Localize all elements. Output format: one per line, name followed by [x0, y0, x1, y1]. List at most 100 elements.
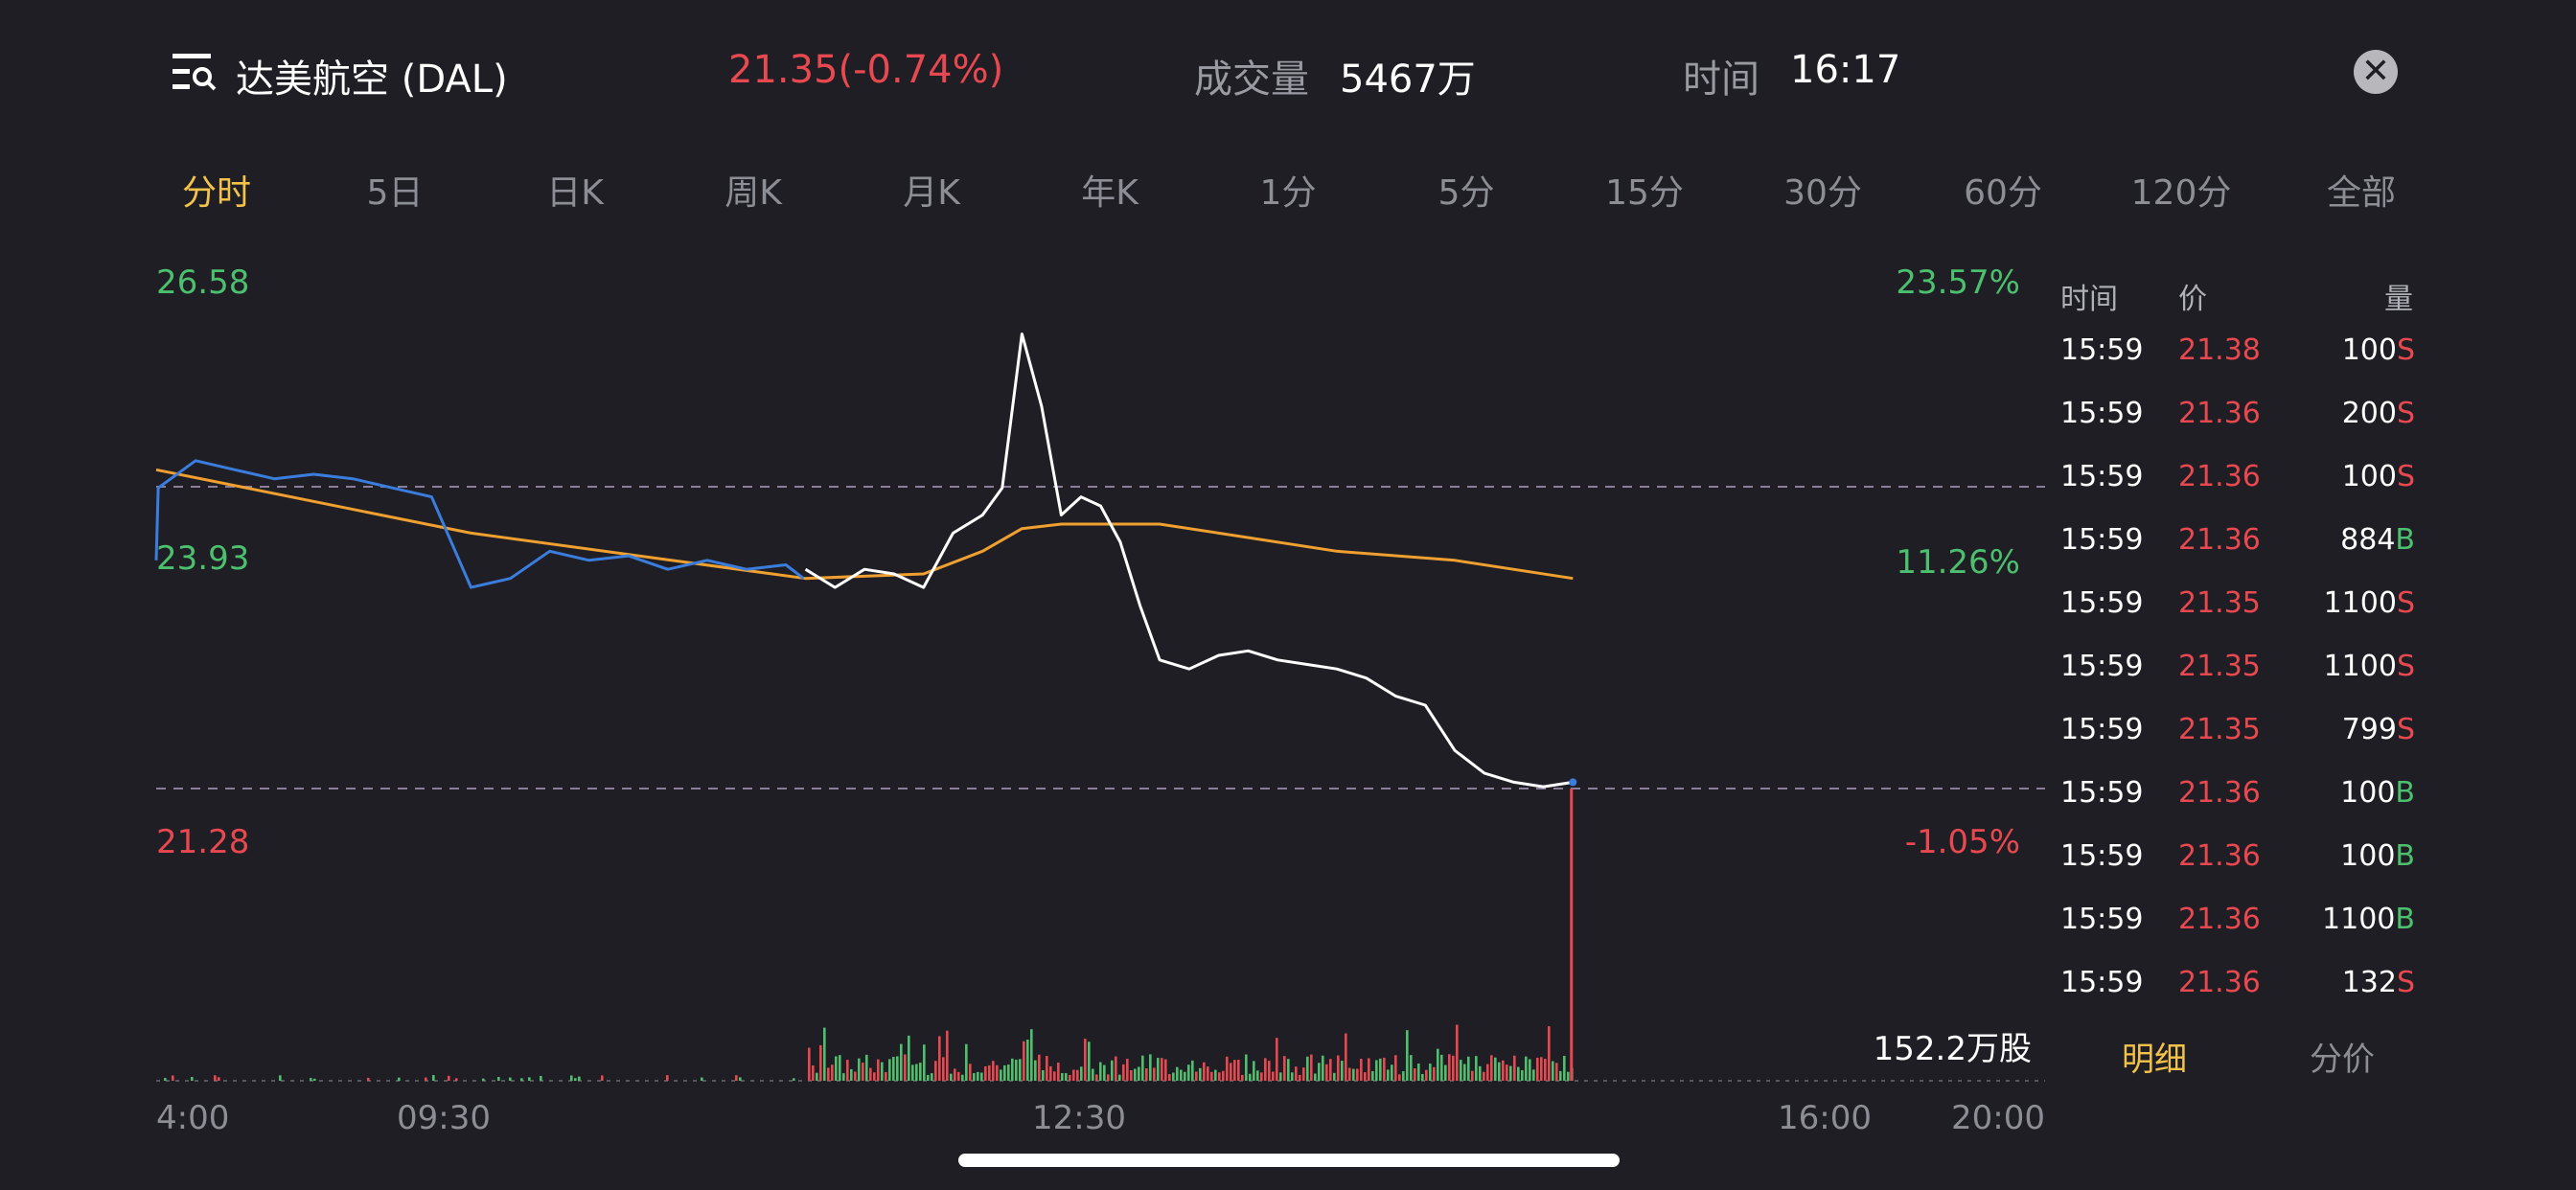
tab-4[interactable]: 月K [903, 173, 960, 213]
tab-7[interactable]: 5分 [1438, 173, 1495, 213]
volume-bar [1456, 1024, 1459, 1081]
row-time: 15:59 [2060, 460, 2144, 493]
row-time: 15:59 [2060, 650, 2144, 683]
volume-bar [1256, 1070, 1259, 1081]
y-label-high: 26.58 [156, 263, 249, 302]
volume-bar [961, 1074, 964, 1081]
y-pct-low: -1.05% [1905, 823, 2020, 861]
volume-bar [1322, 1055, 1324, 1081]
tab-6[interactable]: 1分 [1259, 173, 1317, 213]
volume-bar [980, 1072, 983, 1081]
volume-bar [1268, 1061, 1271, 1081]
volume-bar [455, 1078, 458, 1081]
volume-bar [1295, 1066, 1298, 1081]
volume-bar [904, 1054, 907, 1081]
tab-2[interactable]: 日K [546, 173, 604, 213]
volume-bar [1134, 1068, 1137, 1081]
tab-3[interactable]: 周K [724, 173, 782, 213]
volume-bar [1149, 1054, 1152, 1081]
volume-bar [854, 1071, 857, 1081]
volume-bar [973, 1073, 976, 1081]
tab-12[interactable]: 全部 [2326, 173, 2397, 213]
volume-bar [1019, 1059, 1022, 1081]
volume-bar [1448, 1054, 1451, 1081]
row-volume-value: 132 [2341, 966, 2397, 999]
volume-bar [1494, 1057, 1497, 1081]
volume-bar [1092, 1068, 1094, 1081]
row-time: 15:59 [2060, 713, 2144, 746]
volume-bar [808, 1047, 811, 1081]
volume-bar [1003, 1064, 1006, 1081]
volume-bar [1306, 1056, 1309, 1081]
volume-bar [1011, 1058, 1014, 1081]
volume-bar [862, 1063, 864, 1081]
tab-detail[interactable]: 明细 [2122, 1041, 2187, 1079]
tab-9[interactable]: 30分 [1783, 173, 1862, 213]
volume-bar [1241, 1074, 1244, 1081]
volume-bar [1184, 1071, 1186, 1081]
volume-bar [1406, 1030, 1409, 1081]
volume-bar [850, 1068, 853, 1081]
row-side: S [2396, 713, 2415, 746]
row-time: 15:59 [2060, 523, 2144, 557]
volume-bar [1387, 1069, 1390, 1081]
volume-bar [1099, 1062, 1102, 1081]
row-side: B [2395, 776, 2415, 810]
volume-bar [1272, 1071, 1275, 1081]
time-label: 时间 [1683, 57, 1760, 102]
row-volume-value: 100 [2341, 460, 2397, 493]
volume-bar [497, 1077, 500, 1081]
volume-bar [528, 1077, 531, 1081]
volume-bar [1318, 1063, 1321, 1081]
row-time: 15:59 [2060, 903, 2144, 936]
volume-bar [869, 1067, 872, 1081]
volume-bar [1333, 1072, 1336, 1081]
volume-bar [1425, 1069, 1428, 1081]
volume-bar [1145, 1068, 1148, 1081]
volume-bar [1153, 1067, 1156, 1081]
volume-bar [191, 1077, 194, 1081]
tab-8[interactable]: 15分 [1605, 173, 1684, 213]
volume-bar [1440, 1054, 1443, 1081]
row-side: B [2395, 903, 2415, 936]
tab-5[interactable]: 年K [1081, 173, 1138, 213]
tab-1[interactable]: 5日 [366, 173, 424, 213]
tab-price-breakdown[interactable]: 分价 [2310, 1041, 2375, 1079]
volume-bar [858, 1058, 861, 1081]
volume-bar [793, 1078, 795, 1081]
row-side: S [2396, 333, 2415, 367]
volume-bar [1264, 1058, 1267, 1081]
stock-title: 达美航空 (DAL) [236, 57, 508, 102]
volume-bar [1463, 1064, 1466, 1081]
average-price-line [155, 468, 1574, 581]
watchlist-menu-icon[interactable] [171, 50, 218, 96]
volume-bar [1026, 1040, 1029, 1081]
volume-bar [1398, 1074, 1401, 1081]
volume-bar [1364, 1072, 1367, 1081]
close-icon[interactable]: ✕ [2354, 50, 2398, 94]
volume-bar [1103, 1064, 1106, 1081]
price-change: 21.35(-0.74%) [728, 48, 1004, 92]
volume-bar [865, 1054, 868, 1081]
volume-label: 152.2万股 [1874, 1030, 2032, 1068]
volume-bar [398, 1077, 401, 1081]
row-volume-value: 884 [2340, 523, 2396, 557]
volume-bar [1429, 1064, 1432, 1081]
tab-10[interactable]: 60分 [1964, 173, 2042, 213]
volume-bar [1345, 1033, 1347, 1081]
volume-bar [1065, 1073, 1068, 1081]
row-volume: 100S [2290, 333, 2415, 367]
volume-bar [1115, 1056, 1117, 1081]
tab-11[interactable]: 120分 [2130, 173, 2232, 213]
last-price-marker [1569, 778, 1577, 787]
volume-bar [1176, 1066, 1179, 1081]
volume-bar [1061, 1072, 1064, 1081]
volume-bar [969, 1064, 972, 1081]
volume-bar [218, 1077, 220, 1081]
volume-bar [1279, 1072, 1282, 1081]
home-indicator[interactable] [958, 1154, 1620, 1167]
volume-bar [164, 1078, 167, 1081]
volume-bar [1555, 1063, 1558, 1081]
volume-bar [509, 1077, 512, 1081]
tab-0[interactable]: 分时 [181, 173, 252, 213]
